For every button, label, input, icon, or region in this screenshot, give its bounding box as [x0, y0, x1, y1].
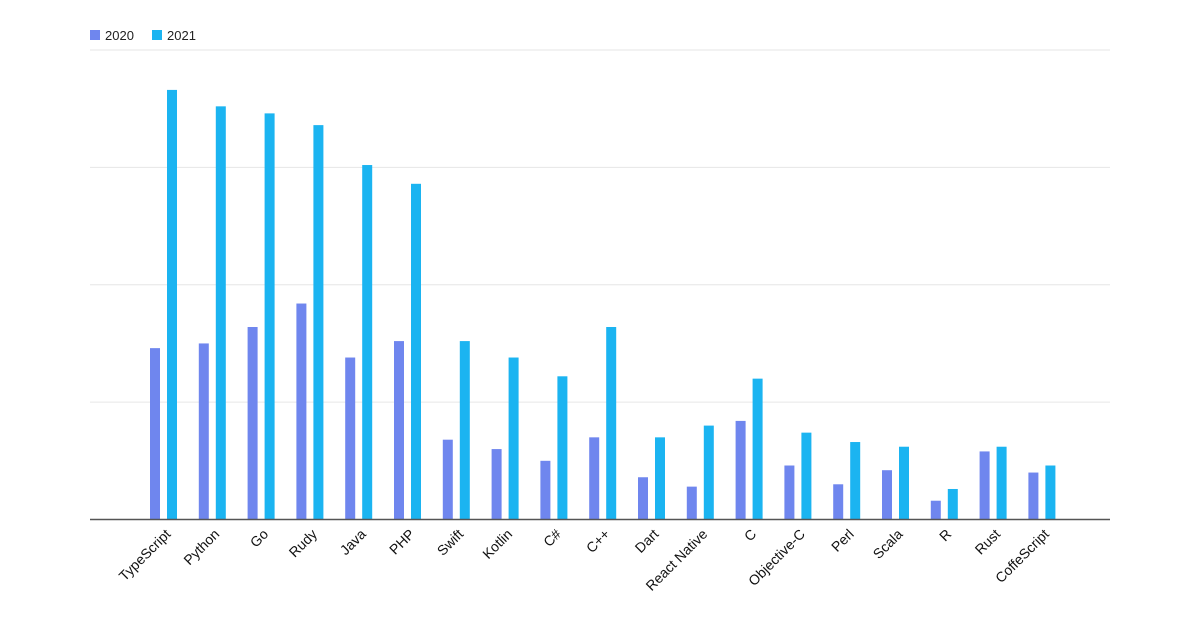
bar-2020-react-native [686, 486, 697, 520]
bar-2020-c- [589, 437, 600, 520]
legend-swatch-2020 [90, 30, 100, 40]
x-tick-label: Rust [972, 526, 1004, 558]
bar-2021-java [362, 165, 373, 520]
bar-2021-go [264, 113, 275, 520]
bar-2020-rust [979, 451, 990, 520]
x-tick-label: Scala [870, 526, 906, 562]
bar-2021-swift [459, 341, 470, 520]
x-tick-label: C++ [583, 526, 613, 556]
bar-2020-kotlin [491, 449, 502, 520]
x-tick-labels: TypeScript Python Go Rudy Java PHP Swift Kotlin… [116, 526, 1053, 594]
bar-2021-c- [557, 376, 568, 520]
bar-2020-scala [882, 470, 892, 520]
bar-2020-php [394, 341, 404, 520]
x-tick-label: Go [247, 526, 272, 551]
x-tick-label: PHP [386, 526, 418, 558]
bar-2020-c [735, 420, 746, 520]
gridlines [90, 49, 1110, 403]
bar-2021-dart [655, 437, 665, 520]
bar-2021-rust [996, 446, 1007, 520]
x-tick-label: C [741, 526, 759, 544]
bar-2020-swift [442, 439, 453, 520]
bar-2020-java [345, 357, 356, 520]
bar-2020-typescript [150, 348, 160, 520]
bar-2021-c [752, 378, 763, 520]
bar-2021-r [947, 488, 958, 520]
bar-2021-typescript [167, 89, 177, 520]
x-tick-label: R [936, 526, 954, 544]
legend-label-2021: 2021 [167, 28, 196, 43]
bar-2020-c- [540, 460, 551, 520]
bar-2020-go [247, 327, 258, 520]
bar-2020-rudy [296, 303, 307, 520]
x-tick-label: Python [180, 526, 222, 568]
bars [150, 89, 1056, 520]
bar-2021-react-native [703, 425, 714, 520]
x-tick-label: Dart [632, 526, 662, 556]
legend: 2020 2021 [90, 28, 196, 43]
bar-2021-scala [899, 446, 909, 520]
bar-2021-php [411, 183, 421, 520]
bar-2020-coffescript [1028, 472, 1039, 520]
x-tick-label: CoffeScript [992, 526, 1052, 586]
x-tick-label: Perl [828, 526, 857, 555]
legend-label-2020: 2020 [105, 28, 134, 43]
bar-2020-r [930, 500, 941, 520]
bar-2020-dart [638, 477, 648, 520]
x-tick-label: Swift [434, 526, 467, 559]
bar-2020-objective-c [784, 465, 795, 520]
x-tick-label: Java [337, 526, 369, 558]
bar-2020-python [198, 343, 209, 520]
legend-swatch-2021 [152, 30, 162, 40]
bar-2021-objective-c [801, 432, 812, 520]
x-tick-label: Kotlin [479, 526, 515, 562]
x-tick-label: C# [540, 526, 564, 550]
bar-2020-perl [833, 484, 844, 520]
x-tick-label: TypeScript [116, 526, 174, 584]
bar-2021-python [215, 106, 226, 520]
bar-2021-rudy [313, 125, 324, 520]
bar-2021-coffescript [1045, 465, 1056, 520]
bar-2021-kotlin [508, 357, 519, 520]
bar-2021-c- [606, 327, 617, 520]
x-tick-label: Rudy [286, 526, 320, 560]
bar-2021-perl [850, 442, 861, 520]
